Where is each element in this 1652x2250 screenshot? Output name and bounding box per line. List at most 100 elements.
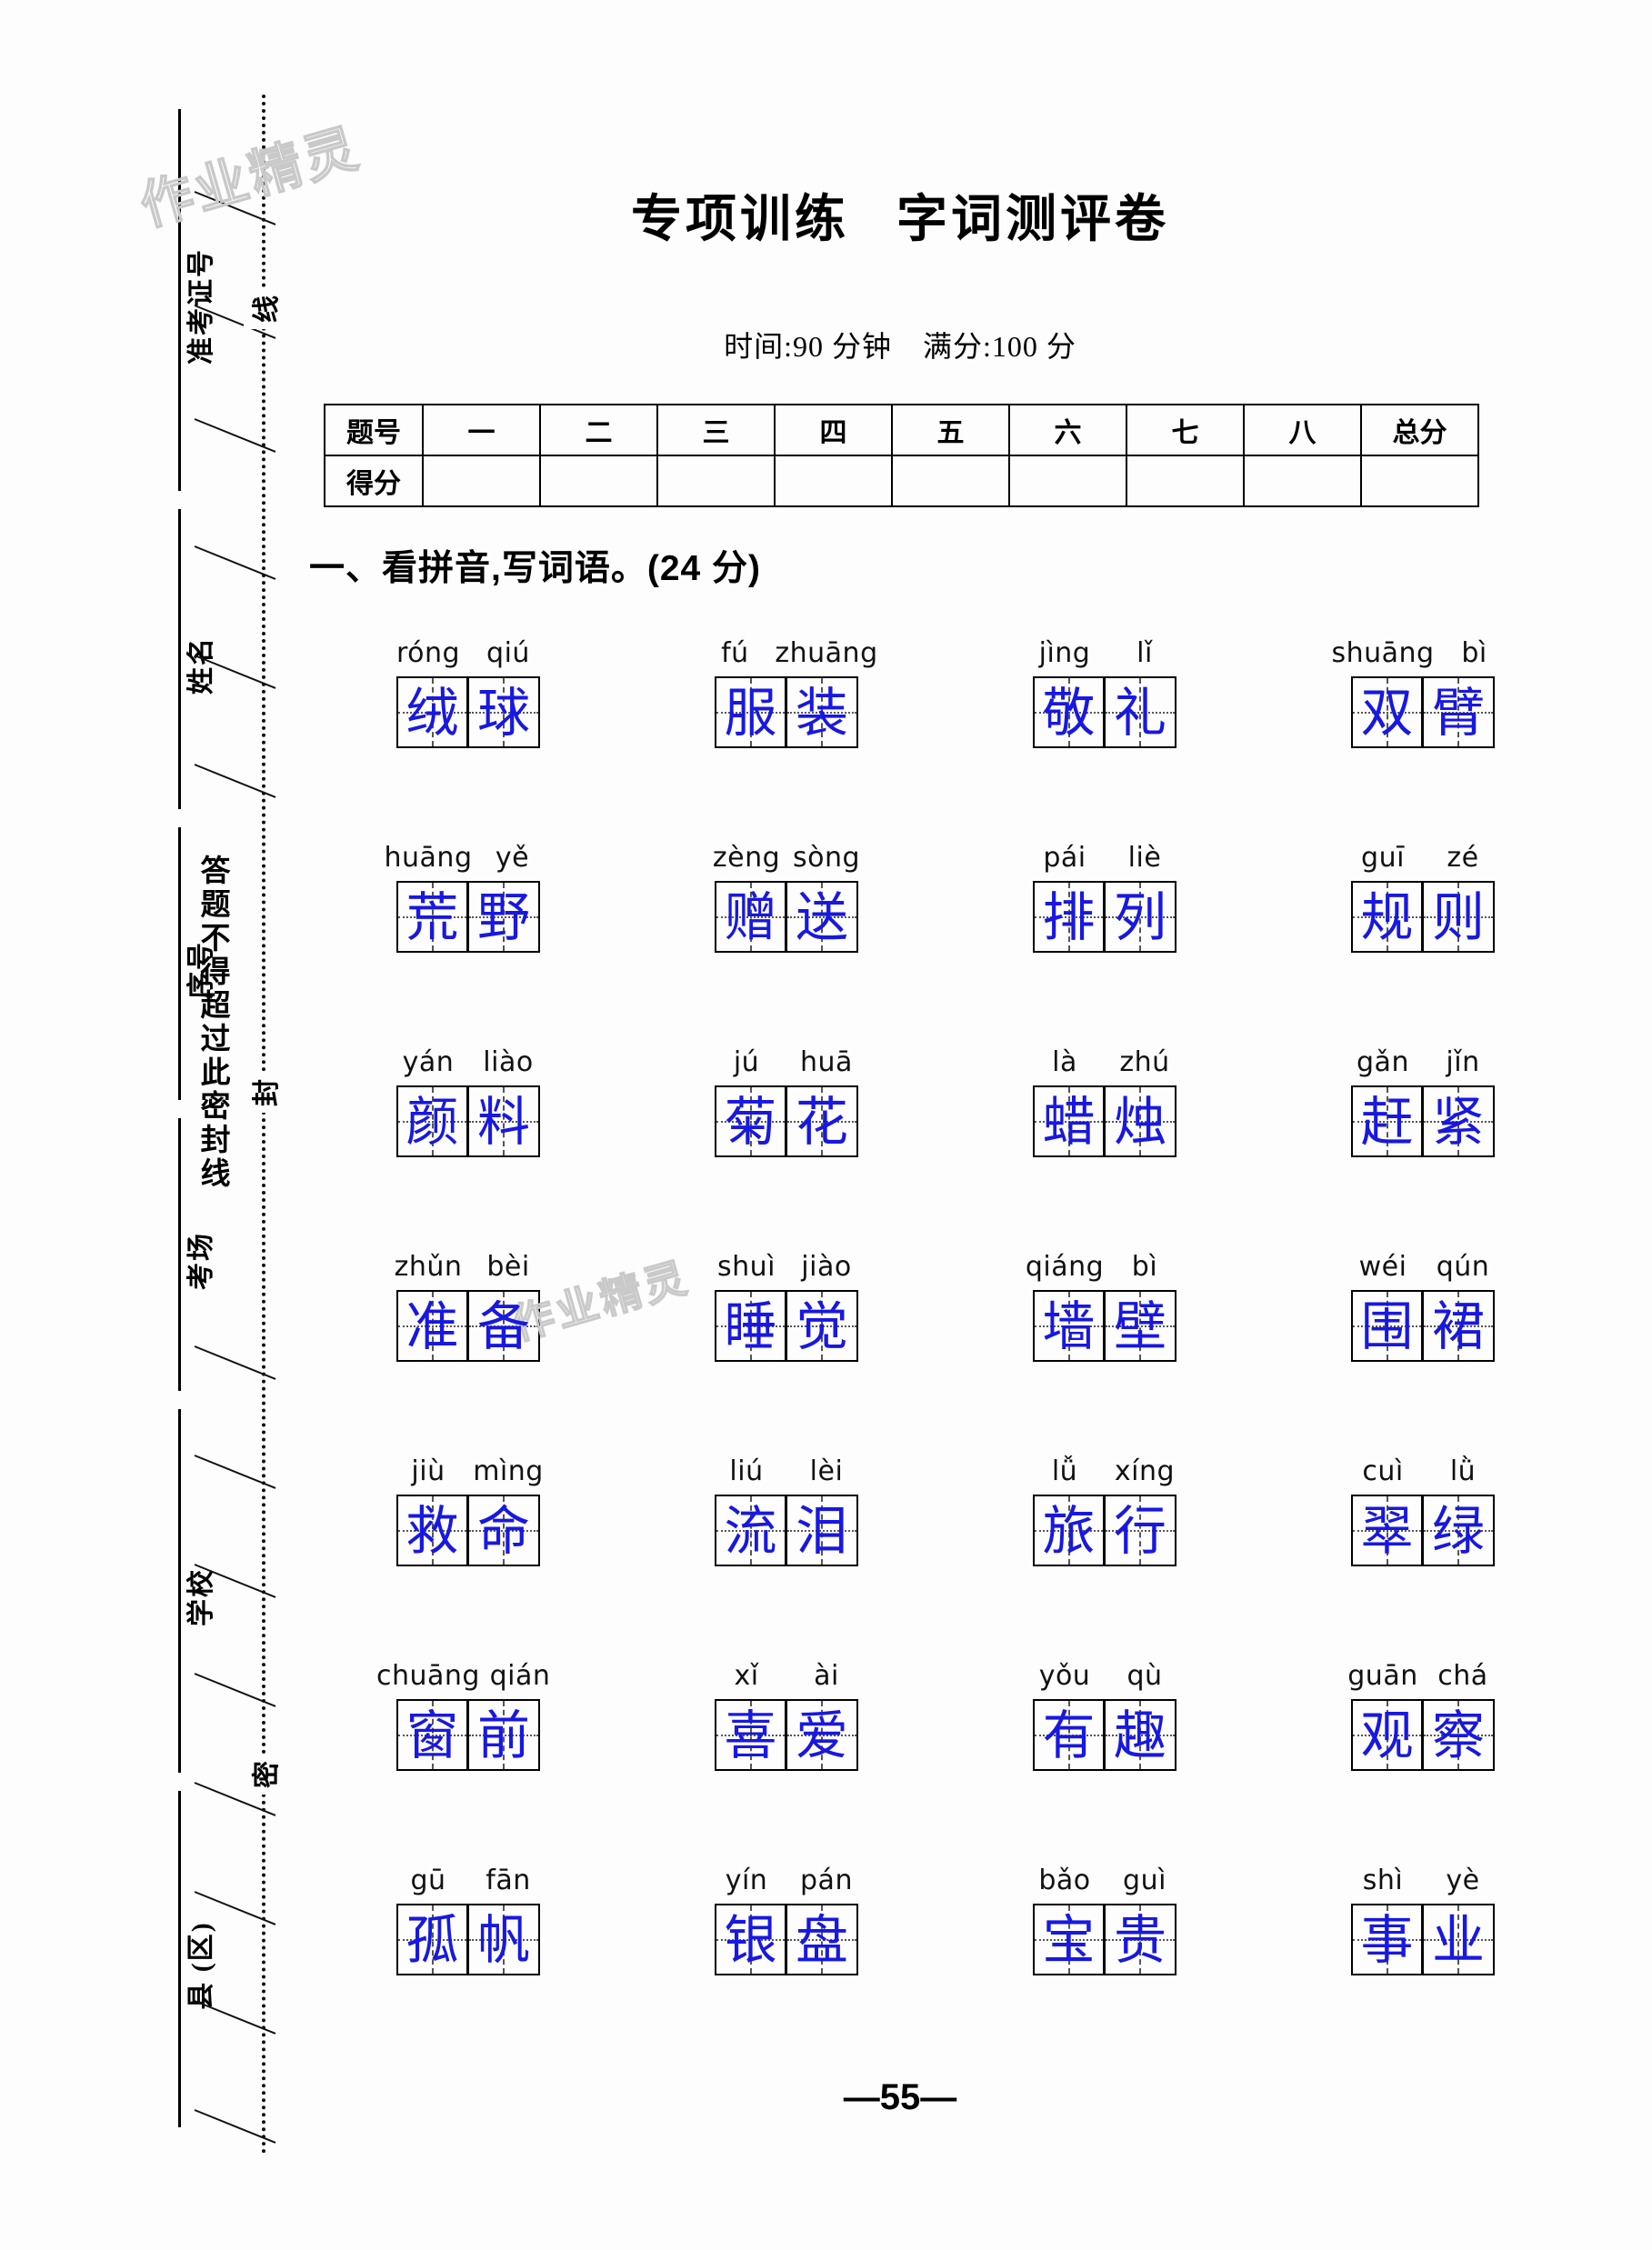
character-box[interactable]: 事 xyxy=(1351,1904,1423,1975)
cut-label-feng: 封 xyxy=(244,1073,284,1113)
character-box[interactable]: 排 xyxy=(1033,881,1105,953)
character-box[interactable]: 宝 xyxy=(1033,1904,1105,1975)
character-box[interactable]: 球 xyxy=(468,676,540,748)
table-row-scores: 得分 xyxy=(324,455,1479,507)
character-box[interactable]: 窗 xyxy=(396,1699,468,1771)
handwritten-character: 喜 xyxy=(724,1704,777,1766)
character-box[interactable]: 礼 xyxy=(1105,676,1176,748)
score-cell-6[interactable] xyxy=(1008,455,1127,507)
character-box[interactable]: 料 xyxy=(468,1085,540,1157)
pinyin-label: huāng yě xyxy=(309,832,627,874)
character-box[interactable]: 规 xyxy=(1351,881,1423,953)
pinyin-word-item: zhǔn bèi 准备 xyxy=(309,1241,627,1445)
handwritten-character: 有 xyxy=(1042,1704,1096,1766)
character-box[interactable]: 准 xyxy=(396,1290,468,1362)
pinyin-label: gū fān xyxy=(309,1855,627,1896)
character-box[interactable]: 趣 xyxy=(1105,1699,1176,1771)
character-box[interactable]: 送 xyxy=(786,881,858,953)
character-box[interactable]: 觉 xyxy=(786,1290,858,1362)
handwritten-character: 球 xyxy=(476,681,530,744)
handwritten-character: 旅 xyxy=(1042,1499,1096,1562)
handwritten-character: 事 xyxy=(1360,1908,1414,1971)
character-box[interactable]: 服 xyxy=(715,676,786,748)
character-box[interactable]: 行 xyxy=(1105,1495,1176,1566)
character-box[interactable]: 赶 xyxy=(1351,1085,1423,1157)
character-box-group: 服装 xyxy=(627,676,946,748)
character-box[interactable]: 花 xyxy=(786,1085,858,1157)
character-box-group: 蜡烛 xyxy=(946,1085,1264,1157)
character-box[interactable]: 赠 xyxy=(715,881,786,953)
character-box[interactable]: 银 xyxy=(715,1904,786,1975)
character-box[interactable]: 业 xyxy=(1423,1904,1495,1975)
handwritten-character: 双 xyxy=(1360,681,1414,744)
character-box[interactable]: 野 xyxy=(468,881,540,953)
character-box[interactable]: 前 xyxy=(468,1699,540,1771)
character-box[interactable]: 蜡 xyxy=(1033,1085,1105,1157)
character-box[interactable]: 有 xyxy=(1033,1699,1105,1771)
character-box[interactable]: 盘 xyxy=(786,1904,858,1975)
character-box[interactable]: 察 xyxy=(1423,1699,1495,1771)
pinyin-syllable: zhú xyxy=(1119,1046,1170,1078)
character-box[interactable]: 爱 xyxy=(786,1699,858,1771)
character-box-group: 窗前 xyxy=(309,1699,627,1771)
character-box[interactable]: 裙 xyxy=(1423,1290,1495,1362)
handwritten-character: 准 xyxy=(405,1295,459,1357)
character-box[interactable]: 睡 xyxy=(715,1290,786,1362)
score-cell-total[interactable] xyxy=(1360,455,1479,507)
character-box[interactable]: 泪 xyxy=(786,1495,858,1566)
character-box[interactable]: 紧 xyxy=(1423,1085,1495,1157)
score-cell-1[interactable] xyxy=(422,455,541,507)
score-cell-5[interactable] xyxy=(891,455,1010,507)
character-box[interactable]: 颜 xyxy=(396,1085,468,1157)
character-box[interactable]: 双 xyxy=(1351,676,1423,748)
seal-cut-line xyxy=(262,95,265,2155)
character-box[interactable]: 壁 xyxy=(1105,1290,1176,1362)
character-box[interactable]: 烛 xyxy=(1105,1085,1176,1157)
character-box[interactable]: 孤 xyxy=(396,1904,468,1975)
page-number: —55— xyxy=(843,2077,957,2117)
score-cell-3[interactable] xyxy=(656,455,776,507)
character-box[interactable]: 救 xyxy=(396,1495,468,1566)
character-box[interactable]: 装 xyxy=(786,676,858,748)
character-box[interactable]: 旅 xyxy=(1033,1495,1105,1566)
character-box[interactable]: 则 xyxy=(1423,881,1495,953)
pinyin-word-item: huāng yě 荒野 xyxy=(309,832,627,1036)
pinyin-label: pái liè xyxy=(946,832,1264,874)
character-box[interactable]: 臂 xyxy=(1423,676,1495,748)
handwritten-character: 野 xyxy=(476,885,530,948)
character-box[interactable]: 喜 xyxy=(715,1699,786,1771)
character-box[interactable]: 命 xyxy=(468,1495,540,1566)
character-box[interactable]: 列 xyxy=(1105,881,1176,953)
character-box[interactable]: 荒 xyxy=(396,881,468,953)
score-table-col-7: 七 xyxy=(1126,404,1245,456)
score-cell-4[interactable] xyxy=(774,455,893,507)
character-box[interactable]: 绒 xyxy=(396,676,468,748)
pinyin-word-item: yán liào 颜料 xyxy=(309,1036,627,1241)
score-cell-8[interactable] xyxy=(1243,455,1362,507)
character-box[interactable]: 观 xyxy=(1351,1699,1423,1771)
character-box[interactable]: 墙 xyxy=(1033,1290,1105,1362)
handwritten-character: 命 xyxy=(476,1499,530,1562)
score-cell-2[interactable] xyxy=(539,455,658,507)
section-1-heading: 一、看拼音,写词语。(24 分) xyxy=(309,549,762,588)
character-box[interactable]: 帆 xyxy=(468,1904,540,1975)
score-cell-7[interactable] xyxy=(1126,455,1245,507)
pinyin-syllable: guān xyxy=(1347,1660,1418,1692)
character-box[interactable]: 菊 xyxy=(715,1085,786,1157)
seal-field-xianqu: 县 (区) xyxy=(186,1921,216,2010)
character-box[interactable]: 围 xyxy=(1351,1290,1423,1362)
character-box[interactable]: 翠 xyxy=(1351,1495,1423,1566)
character-box[interactable]: 绿 xyxy=(1423,1495,1495,1566)
pinyin-syllable: jǐn xyxy=(1446,1046,1480,1078)
character-box[interactable]: 贵 xyxy=(1105,1904,1176,1975)
character-box[interactable]: 敬 xyxy=(1033,676,1105,748)
handwritten-character: 窗 xyxy=(405,1704,459,1766)
seal-line-area: 准考证号 姓名 序号 考场 学校 县 (区) 答题不得超过此密封线 线 封 密 xyxy=(0,0,309,2250)
character-box[interactable]: 备 xyxy=(468,1290,540,1362)
pinyin-syllable: ài xyxy=(814,1660,839,1692)
handwritten-character: 宝 xyxy=(1042,1908,1096,1971)
character-box-group: 观察 xyxy=(1264,1699,1582,1771)
seal-rule xyxy=(178,1409,181,1773)
pinyin-word-item: bǎo guì 宝贵 xyxy=(946,1855,1264,2059)
character-box[interactable]: 流 xyxy=(715,1495,786,1566)
